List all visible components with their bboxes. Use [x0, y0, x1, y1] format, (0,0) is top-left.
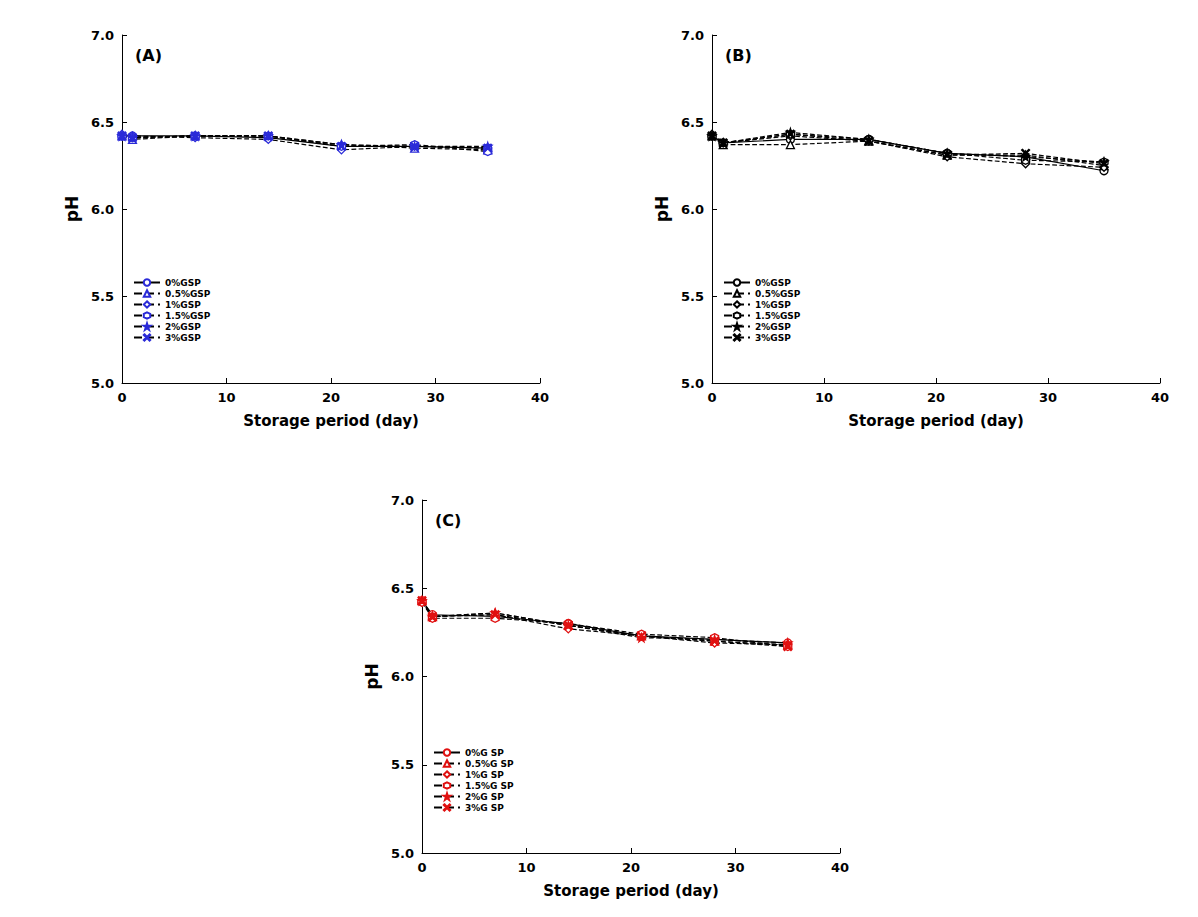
svg-text:0.5%GSP: 0.5%GSP — [755, 289, 801, 299]
svg-text:2%GSP: 2%GSP — [755, 322, 791, 332]
svg-text:(A): (A) — [135, 46, 162, 65]
svg-text:1.5%GSP: 1.5%GSP — [755, 311, 801, 321]
svg-text:Storage period (day): Storage period (day) — [848, 412, 1024, 430]
svg-text:5.0: 5.0 — [681, 376, 704, 391]
svg-text:pH: pH — [652, 196, 672, 222]
svg-text:20: 20 — [322, 390, 340, 405]
svg-text:40: 40 — [531, 390, 549, 405]
svg-text:7.0: 7.0 — [391, 493, 414, 508]
svg-text:30: 30 — [1039, 390, 1057, 405]
svg-text:(C): (C) — [435, 511, 461, 530]
svg-text:0%G SP: 0%G SP — [465, 748, 504, 758]
svg-text:pH: pH — [62, 196, 82, 222]
svg-text:1%GSP: 1%GSP — [755, 300, 791, 310]
svg-text:20: 20 — [927, 390, 945, 405]
svg-text:6.0: 6.0 — [391, 669, 414, 684]
svg-text:0: 0 — [417, 860, 426, 875]
svg-text:7.0: 7.0 — [681, 28, 704, 43]
svg-text:0.5%GSP: 0.5%GSP — [165, 289, 211, 299]
svg-text:1%GSP: 1%GSP — [165, 300, 201, 310]
svg-text:20: 20 — [622, 860, 640, 875]
svg-text:3%G SP: 3%G SP — [465, 803, 504, 813]
svg-text:5.0: 5.0 — [391, 846, 414, 861]
svg-text:10: 10 — [517, 860, 535, 875]
svg-text:7.0: 7.0 — [91, 28, 114, 43]
svg-text:Storage period (day): Storage period (day) — [543, 882, 719, 900]
svg-text:6.0: 6.0 — [681, 202, 704, 217]
svg-text:1.5%G SP: 1.5%G SP — [465, 781, 514, 791]
svg-text:2%G SP: 2%G SP — [465, 792, 504, 802]
svg-text:5.0: 5.0 — [91, 376, 114, 391]
svg-text:40: 40 — [1151, 390, 1169, 405]
svg-text:6.5: 6.5 — [681, 115, 704, 130]
svg-text:30: 30 — [426, 390, 444, 405]
svg-text:6.5: 6.5 — [91, 115, 114, 130]
svg-text:(B): (B) — [725, 46, 752, 65]
svg-text:1%G SP: 1%G SP — [465, 770, 504, 780]
svg-text:5.5: 5.5 — [681, 289, 704, 304]
svg-text:0%GSP: 0%GSP — [165, 278, 201, 288]
svg-text:1.5%GSP: 1.5%GSP — [165, 311, 211, 321]
svg-text:0: 0 — [117, 390, 126, 405]
svg-text:40: 40 — [831, 860, 849, 875]
svg-text:0.5%G SP: 0.5%G SP — [465, 759, 514, 769]
svg-text:6.0: 6.0 — [91, 202, 114, 217]
svg-text:Storage period (day): Storage period (day) — [243, 412, 419, 430]
svg-text:10: 10 — [217, 390, 235, 405]
svg-text:3%GSP: 3%GSP — [755, 333, 791, 343]
svg-text:10: 10 — [815, 390, 833, 405]
svg-text:pH: pH — [362, 663, 382, 689]
svg-text:0: 0 — [707, 390, 716, 405]
svg-text:5.5: 5.5 — [391, 757, 414, 772]
svg-text:6.5: 6.5 — [391, 581, 414, 596]
svg-text:5.5: 5.5 — [91, 289, 114, 304]
svg-text:3%GSP: 3%GSP — [165, 333, 201, 343]
svg-text:30: 30 — [726, 860, 744, 875]
svg-text:2%GSP: 2%GSP — [165, 322, 201, 332]
svg-text:0%GSP: 0%GSP — [755, 278, 791, 288]
